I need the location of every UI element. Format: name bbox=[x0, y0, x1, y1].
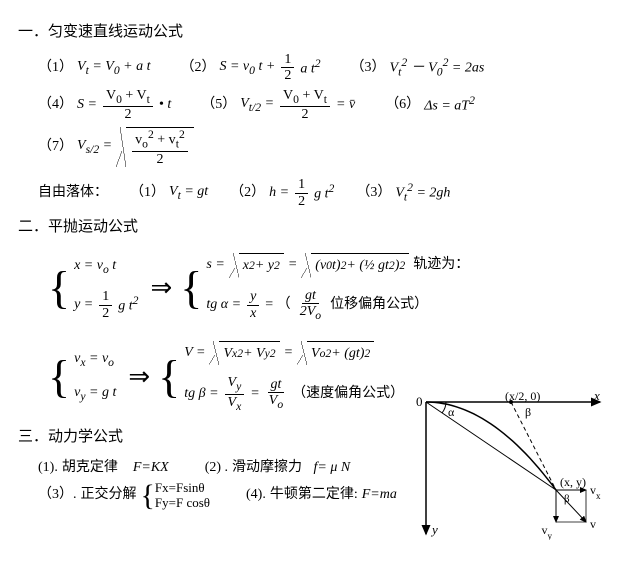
eq3-num: （3） bbox=[351, 57, 386, 79]
svg-text:0: 0 bbox=[416, 394, 423, 409]
eq1-num: （1） bbox=[38, 57, 73, 79]
freefall-label: 自由落体： bbox=[38, 182, 108, 204]
section-2-title: 二．平抛运动公式 bbox=[18, 215, 622, 239]
eq5-num: （5） bbox=[201, 94, 236, 116]
eq7-num: （7） bbox=[38, 136, 73, 158]
section-1-title: 一．匀变速直线运动公式 bbox=[18, 20, 622, 44]
arrow-icon: ⇒ bbox=[128, 356, 150, 398]
svg-text:α: α bbox=[448, 405, 455, 419]
arrow-icon: ⇒ bbox=[150, 267, 172, 309]
svg-text:(x, y): (x, y) bbox=[560, 475, 586, 489]
eq2-num: （2） bbox=[180, 57, 215, 79]
eq1: Vt = V0 + a t bbox=[77, 56, 150, 80]
projectile-row-1: { x = vo t y =12 g t2 ⇒ { s =x2 + y2 = (… bbox=[48, 247, 622, 328]
row-freefall: 自由落体： （1）Vt = gt （2）h =12 g t2 （3）Vt2 = … bbox=[38, 177, 622, 209]
eq6-num: （6） bbox=[385, 94, 420, 116]
svg-text:vx: vx bbox=[590, 483, 601, 501]
eq2-post: a t2 bbox=[300, 55, 320, 81]
row-1: （1）Vt = V0 + a t （2）S = v0 t +12a t2 （3）… bbox=[38, 52, 622, 84]
svg-text:β: β bbox=[525, 405, 531, 419]
svg-text:β: β bbox=[564, 493, 570, 505]
row-2: （4）S =V0 + Vt2 • t （5）Vt/2 =V0 + Vt2= v̄… bbox=[38, 88, 622, 123]
svg-text:v: v bbox=[590, 517, 596, 531]
svg-text:y: y bbox=[430, 522, 438, 537]
trajectory-diagram: 0xy(x/2, 0)αβ(x, y)βvxvyv bbox=[406, 390, 606, 540]
svg-text:vy: vy bbox=[542, 523, 553, 540]
svg-text:x: x bbox=[593, 390, 600, 403]
row-3: （7）Vs/2 = vo2 + vt22 bbox=[38, 127, 622, 168]
eq4-num: （4） bbox=[38, 94, 73, 116]
eq2-pre: S = v0 t + bbox=[219, 56, 275, 80]
eq3: Vt2 － V02 = 2as bbox=[390, 54, 485, 82]
